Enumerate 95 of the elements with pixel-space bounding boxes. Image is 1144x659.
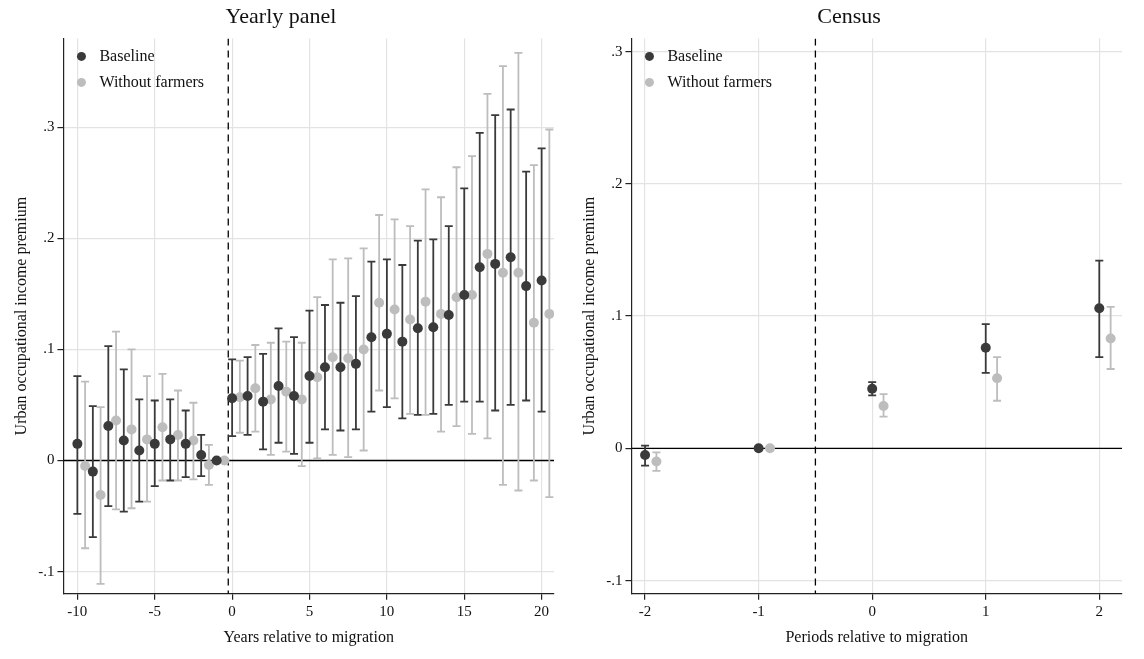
point <box>651 456 662 467</box>
point <box>87 466 98 477</box>
y-tick-label: -.1 <box>38 562 55 579</box>
point <box>296 394 307 405</box>
point <box>327 352 338 363</box>
x-tick-label: -5 <box>148 602 161 619</box>
point <box>992 373 1003 384</box>
point <box>474 262 485 273</box>
point <box>149 438 160 449</box>
point <box>528 317 539 328</box>
point <box>350 358 361 369</box>
point <box>1105 333 1116 344</box>
point <box>258 396 269 407</box>
point <box>180 438 191 449</box>
point <box>980 342 991 353</box>
x-tick-label: 1 <box>981 602 990 619</box>
point <box>242 391 253 402</box>
point <box>126 424 137 435</box>
x-tick-label: -2 <box>638 602 652 619</box>
x-tick-label: -1 <box>752 602 765 619</box>
chart-title: Yearly panel <box>225 2 337 28</box>
point <box>389 304 400 315</box>
legend-label: Without farmers <box>667 72 773 90</box>
x-tick-label: 10 <box>379 602 395 619</box>
y-axis-title: Urban occupational income premium <box>11 196 30 436</box>
y-axis-title: Urban occupational income premium <box>579 196 598 436</box>
point <box>374 297 385 308</box>
x-tick-label: 0 <box>868 602 876 619</box>
point <box>203 459 214 470</box>
point <box>281 386 292 397</box>
point <box>397 336 408 347</box>
y-tick-label: .2 <box>43 229 55 246</box>
x-tick-label: 2 <box>1095 602 1104 619</box>
point <box>111 415 122 426</box>
point <box>366 332 377 343</box>
point <box>157 422 168 433</box>
point <box>405 314 416 325</box>
point <box>95 489 106 500</box>
y-tick-label: .3 <box>43 118 55 135</box>
y-tick-label: .2 <box>611 174 623 191</box>
point <box>335 362 346 373</box>
point <box>172 429 183 440</box>
legend-label: Without farmers <box>99 72 205 90</box>
legend-label: Baseline <box>99 46 155 64</box>
point <box>289 391 300 402</box>
point <box>753 443 764 454</box>
x-tick-label: 20 <box>534 602 550 619</box>
y-tick-label: .3 <box>611 42 623 59</box>
x-tick-label: 15 <box>456 602 472 619</box>
point <box>103 421 114 432</box>
point <box>428 322 439 333</box>
point <box>134 445 145 456</box>
point <box>412 323 423 334</box>
point <box>142 434 153 445</box>
point <box>497 267 508 278</box>
point <box>118 435 129 446</box>
point <box>381 328 392 339</box>
point <box>343 353 354 364</box>
point <box>764 443 775 454</box>
x-axis-title: Periods relative to migration <box>785 627 969 646</box>
point <box>878 401 889 412</box>
point <box>80 461 91 472</box>
point <box>536 275 547 286</box>
point <box>640 449 651 460</box>
point <box>482 248 493 259</box>
point <box>490 258 501 269</box>
point <box>211 455 222 466</box>
point <box>1094 303 1105 314</box>
y-tick-label: -.1 <box>606 571 623 588</box>
point <box>304 371 315 382</box>
point <box>227 393 238 404</box>
y-tick-label: .1 <box>611 307 623 324</box>
x-tick-label: 5 <box>305 602 314 619</box>
y-tick-label: .1 <box>43 340 55 357</box>
point <box>72 438 83 449</box>
point <box>165 434 176 445</box>
point <box>459 290 470 300</box>
point <box>544 308 554 319</box>
y-tick-label: 0 <box>46 451 55 468</box>
point <box>513 267 524 278</box>
point <box>273 381 284 392</box>
x-tick-label: 0 <box>228 602 236 619</box>
point <box>443 309 454 320</box>
point <box>521 281 532 292</box>
point <box>196 449 207 460</box>
legend-label: Baseline <box>667 46 723 64</box>
point <box>319 362 330 373</box>
point <box>420 296 431 307</box>
x-tick-label: -10 <box>67 602 88 619</box>
point <box>250 383 261 394</box>
point <box>358 344 369 355</box>
chart-title: Census <box>817 2 881 28</box>
x-axis-title: Years relative to migration <box>223 627 394 646</box>
y-tick-label: 0 <box>614 439 623 456</box>
point <box>505 252 516 263</box>
